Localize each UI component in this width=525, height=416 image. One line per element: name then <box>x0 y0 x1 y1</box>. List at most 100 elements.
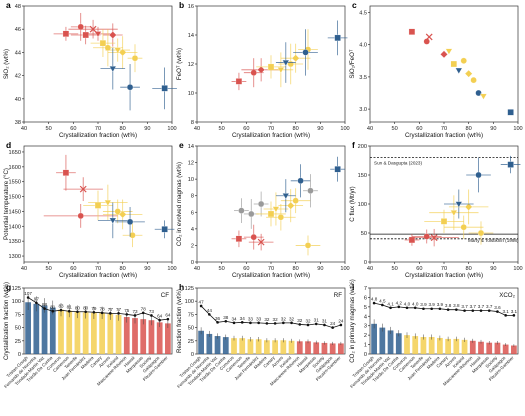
y-tick-label: 46 <box>15 27 21 33</box>
panel-f: f 40 50 60 70 80 90 100 0 50 100 150 200 Crystallizat… <box>349 140 523 279</box>
summary-point <box>125 313 129 316</box>
summary-point <box>504 314 507 317</box>
x-tick-label: 70 <box>441 266 447 272</box>
summary-point <box>109 312 112 315</box>
data-point <box>238 207 245 214</box>
y-tick-label: 50 <box>15 326 21 332</box>
data-point <box>450 60 458 68</box>
summary-label: 24 <box>330 321 336 326</box>
summary-point <box>67 309 71 313</box>
summary-point <box>249 321 252 325</box>
data-point <box>82 31 89 39</box>
summary-point <box>100 311 104 315</box>
y-tick-label: 75 <box>15 312 21 318</box>
summary-point <box>446 308 450 311</box>
data-point <box>286 201 295 210</box>
panel-e: e 40 50 60 70 80 90 100 0 2 4 6 8 10 12 14 Crystallizati… <box>176 140 350 279</box>
summary-point <box>298 323 302 326</box>
bar <box>288 340 295 354</box>
summary-label: 83 <box>58 304 64 309</box>
data-point <box>475 171 482 179</box>
data-point <box>235 78 243 85</box>
y-tick-label: 1550 <box>9 180 21 186</box>
panel-label: f <box>352 140 355 150</box>
summary-point <box>496 310 499 313</box>
x-axis-label: Crystallization fraction (wt%) <box>232 132 310 139</box>
x-tick-label: 90 <box>317 266 323 272</box>
data-point <box>334 166 341 173</box>
summary-line <box>374 302 514 316</box>
data-point <box>131 55 139 62</box>
bar <box>379 327 386 354</box>
panel-label: e <box>179 140 184 150</box>
summary-point <box>430 307 433 311</box>
summary-label: 3.8 <box>453 303 460 308</box>
bar <box>453 338 460 354</box>
panel-label: c <box>352 0 357 10</box>
summary-point <box>84 310 87 314</box>
bar <box>272 340 278 354</box>
data-point <box>126 84 134 91</box>
x-tick-label: 40 <box>367 266 373 272</box>
x-tick-label: 90 <box>144 126 150 132</box>
bar <box>33 303 40 354</box>
summary-label: 4.2 <box>396 300 403 305</box>
summary-label: 64 <box>165 313 171 318</box>
y-tick-label: 150 <box>358 173 367 179</box>
x-tick-label: 90 <box>144 266 150 272</box>
bar <box>412 336 419 354</box>
summary-point <box>314 322 318 326</box>
y-tick-label: 48 <box>15 4 21 10</box>
x-tick-label: 70 <box>441 126 447 132</box>
x-axis-label: Crystallization fraction (wt%) <box>59 272 137 279</box>
bar <box>502 344 509 354</box>
bar <box>107 313 114 354</box>
summary-label: 3.8 <box>445 303 452 308</box>
data-point <box>307 187 314 194</box>
data-point <box>126 218 134 225</box>
summary-label: 32 <box>281 316 287 321</box>
y-tick-label: 100 <box>358 202 367 208</box>
bar <box>165 323 171 354</box>
y-tick-label: 25 <box>15 339 21 345</box>
y-tick-label: 1300 <box>9 254 21 260</box>
summary-label: 3.9 <box>420 302 427 307</box>
bar <box>478 341 484 354</box>
y-axis-label: Crystallization fraction (wt%) <box>3 282 10 360</box>
data-point <box>94 202 102 209</box>
summary-label: 32 <box>273 317 279 322</box>
y-axis-label: SiO₂ (wt%) <box>3 49 10 79</box>
reference-label: Marty & Tolstikhin (1998) <box>468 238 519 243</box>
data-point <box>89 25 97 33</box>
plot-frame <box>23 287 173 355</box>
data-point <box>423 233 430 240</box>
y-tick-label: 125 <box>185 286 194 292</box>
marker-stroke <box>257 238 265 246</box>
data-point <box>109 217 117 224</box>
x-axis-label: Crystallization fraction (wt%) <box>405 132 483 139</box>
panel-d: d 40 50 60 70 80 90 100 1300 1350 1400 1450 1500 1550… <box>3 140 177 279</box>
y-tick-label: 44 <box>15 50 21 56</box>
x-tick-label: 80 <box>466 126 472 132</box>
summary-point <box>282 321 285 325</box>
summary-label: 4.5 <box>379 298 386 303</box>
x-tick-label: 50 <box>392 126 398 132</box>
summary-point <box>306 323 310 327</box>
x-axis-label: Crystallization fraction (wt%) <box>405 272 483 279</box>
y-tick-label: 3.0 <box>359 107 367 113</box>
data-point <box>118 210 127 219</box>
x-tick-label: 70 <box>95 266 101 272</box>
data-point <box>129 232 136 239</box>
summary-label: 3.6 <box>494 305 501 310</box>
y-tick-label: 4.5 <box>359 10 367 16</box>
summary-label: 77 <box>116 307 122 312</box>
panel-label: a <box>6 0 11 10</box>
data-point <box>267 210 275 218</box>
data-point <box>302 49 309 56</box>
bar <box>140 319 147 354</box>
data-point <box>272 206 280 213</box>
plot-frame <box>196 287 346 355</box>
data-point <box>475 89 482 97</box>
data-point <box>470 76 477 84</box>
